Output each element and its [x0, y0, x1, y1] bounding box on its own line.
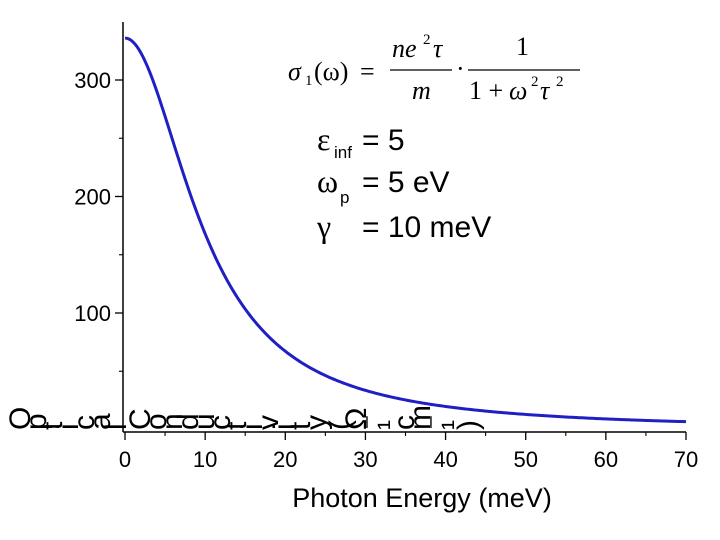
formula-frac1-num-tail: τ [433, 34, 444, 63]
formula-dot: · [456, 54, 465, 83]
formula-frac1-num: ne [392, 34, 417, 63]
param-omega-symbol: ω [317, 163, 338, 199]
formula-frac2-den-omega: ω [509, 76, 527, 105]
y-tick-label: 100 [74, 301, 111, 326]
formula-sigma: σ [288, 57, 302, 86]
formula-arg: (ω) [314, 57, 348, 86]
param-epsilon-value: = 5 [362, 124, 405, 157]
x-axis-title: Photon Energy (meV) [292, 483, 552, 513]
formula-frac2-den-tau-sup: 2 [556, 74, 564, 90]
y-tick-label: 200 [74, 185, 111, 210]
formula-frac2-den-omega-sup: 2 [531, 74, 539, 90]
param-gamma-value: = 10 meV [362, 211, 491, 244]
formula-frac1-num-sup: 2 [423, 32, 431, 48]
formula-frac1-den: m [412, 76, 431, 105]
tick-labels: 0 10 20 30 40 50 60 70 100 200 300 [74, 68, 698, 472]
parameter-annotations: ε inf = 5 ω p = 5 eV γ = 10 meV [316, 121, 491, 244]
x-tick-label: 30 [353, 447, 377, 472]
formula-frac2-num: 1 [516, 32, 529, 61]
param-epsilon-subscript: inf [334, 143, 352, 162]
series-line-drude [124, 36, 687, 424]
formula-equals: = [360, 57, 375, 86]
x-tick-label: 60 [594, 447, 618, 472]
x-tick-label: 20 [273, 447, 297, 472]
ticks [115, 79, 687, 440]
axes [122, 22, 686, 433]
formula-frac2-den-prefix: 1 + [469, 76, 503, 105]
x-tick-label: 0 [119, 447, 131, 472]
x-tick-label: 50 [513, 447, 537, 472]
y-axis-title: Optical Conductivity (Ω⁻¹cm⁻¹) [4, 405, 485, 430]
formula-sigma-subscript: 1 [305, 73, 313, 89]
formula-frac2-den-tau: τ [540, 76, 551, 105]
x-tick-label: 40 [433, 447, 457, 472]
drude-formula: σ 1 (ω) = ne 2 τ m · 1 1 + ω 2 τ 2 [288, 32, 580, 105]
param-epsilon-symbol: ε [317, 121, 330, 157]
y-tick-label: 300 [74, 68, 111, 93]
param-omega-value: = 5 eV [362, 166, 450, 199]
param-omega-subscript: p [340, 188, 349, 207]
x-tick-label: 70 [674, 447, 698, 472]
x-tick-label: 10 [193, 447, 217, 472]
param-gamma-symbol: γ [316, 208, 331, 244]
